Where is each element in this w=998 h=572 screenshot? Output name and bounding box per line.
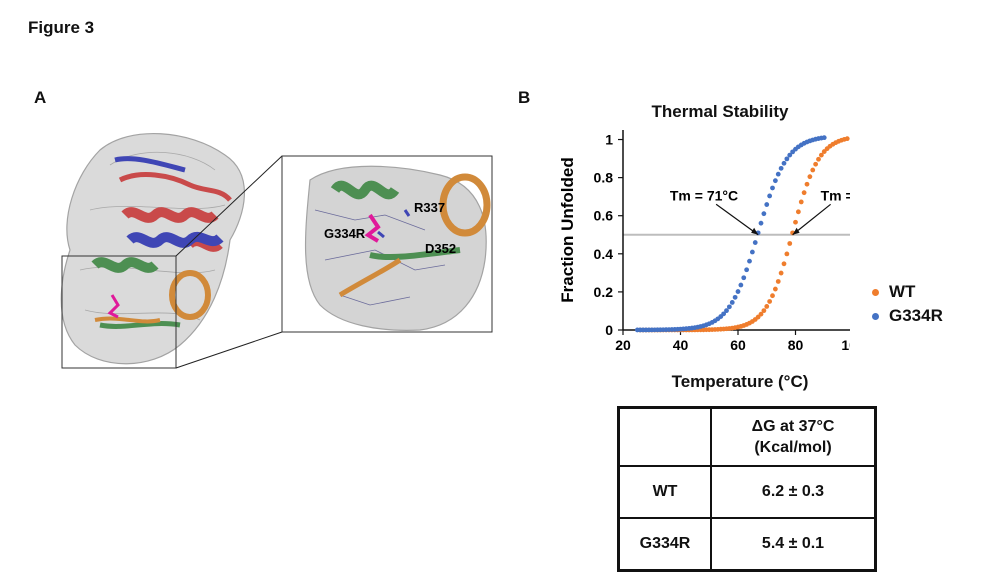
chart-xlabel: Temperature (°C) xyxy=(671,372,809,391)
zoom-line-bottom xyxy=(175,331,283,369)
table-cell: 5.4 ± 0.1 xyxy=(710,517,877,572)
data-point-wt xyxy=(775,279,781,284)
table-header-cell: ΔG at 37°C (Kcal/mol) xyxy=(710,406,877,467)
data-point-g334r xyxy=(732,294,738,300)
data-point-wt xyxy=(767,299,773,304)
data-point-wt xyxy=(795,209,801,215)
data-point-g334r xyxy=(764,202,770,207)
legend-marker-g334r xyxy=(872,312,879,320)
annotation-tm-g334r: Tm = 71°C xyxy=(670,187,738,203)
zoom-line-top xyxy=(175,155,283,257)
x-tick-label: 60 xyxy=(730,337,746,353)
data-point-g334r xyxy=(772,178,778,184)
data-point-wt xyxy=(784,251,790,257)
data-point-g334r xyxy=(770,185,775,191)
y-tick-label: 0.8 xyxy=(594,170,614,186)
data-point-wt xyxy=(798,199,804,205)
table-header-row: ΔG at 37°C (Kcal/mol) xyxy=(617,406,877,467)
table-cell: WT xyxy=(617,465,712,519)
table-row: G334R 5.4 ± 0.1 xyxy=(617,517,877,572)
protein-structure-image: G334R R337 D352 xyxy=(60,133,493,369)
legend-item-wt: WT xyxy=(872,282,915,302)
x-tick-label: 40 xyxy=(673,337,689,353)
panel-label-a: A xyxy=(34,88,47,107)
data-point-g334r xyxy=(724,308,729,314)
data-point-g334r xyxy=(721,311,727,317)
data-point-g334r xyxy=(741,275,747,281)
x-tick-label: 80 xyxy=(788,337,804,353)
table-header-cell xyxy=(617,406,712,467)
legend-label-wt: WT xyxy=(889,282,916,301)
data-point-wt xyxy=(793,219,798,225)
residue-label-g334r: G334R xyxy=(324,226,366,241)
data-point-g334r xyxy=(781,160,787,166)
data-point-g334r xyxy=(767,193,773,199)
full-protein-surface xyxy=(60,133,246,365)
data-point-g334r xyxy=(821,135,827,141)
annotation-arrowhead-g334r xyxy=(751,227,759,235)
data-point-wt xyxy=(821,149,827,154)
x-tick-label: 100 xyxy=(841,337,850,353)
data-point-g334r xyxy=(735,289,741,294)
zoom-box xyxy=(61,255,177,369)
data-point-g334r xyxy=(738,282,744,288)
table-cell: G334R xyxy=(617,517,712,572)
zoomed-region: G334R R337 D352 xyxy=(281,155,493,333)
annotation-tm-wt: Tm = 77°C xyxy=(821,187,850,203)
data-point-wt xyxy=(770,293,775,299)
data-point-wt xyxy=(772,286,778,292)
data-point-wt xyxy=(778,270,784,276)
data-point-g334r xyxy=(778,165,784,171)
data-point-wt xyxy=(801,190,807,196)
delta-g-table: ΔG at 37°C (Kcal/mol) WT 6.2 ± 0.3 G334R… xyxy=(617,406,877,572)
thermal-stability-chart: 20 40 60 80 100 0 0.2 0.4 0.6 0.8 1 Fraction Unfold… xyxy=(558,130,850,353)
residue-label-d352: D352 xyxy=(425,241,456,256)
annotation-arrow-wt xyxy=(792,203,832,236)
data-point-wt xyxy=(764,304,770,309)
figure-title: Figure 3 xyxy=(28,18,95,37)
y-tick-label: 0.2 xyxy=(594,284,614,300)
data-point-g334r xyxy=(729,300,735,305)
data-point-wt xyxy=(816,156,821,162)
panel-label-b: B xyxy=(518,88,531,107)
residue-label-r337: R337 xyxy=(414,200,445,215)
data-point-g334r xyxy=(752,240,758,245)
y-tick-label: 0.6 xyxy=(594,208,614,224)
annotation-arrow-g334r xyxy=(715,203,759,236)
table-cell: 6.2 ± 0.3 xyxy=(710,465,877,519)
table-row: WT 6.2 ± 0.3 xyxy=(617,465,877,519)
data-point-wt xyxy=(807,174,813,180)
data-point-wt xyxy=(818,152,824,158)
y-tick-label: 1 xyxy=(605,132,613,148)
data-point-wt xyxy=(844,136,850,142)
data-point-g334r xyxy=(761,211,767,217)
data-point-g334r xyxy=(758,220,764,226)
annotation-arrowhead-wt xyxy=(792,227,800,235)
data-point-wt xyxy=(755,314,761,320)
data-point-wt xyxy=(813,161,819,167)
data-point-g334r xyxy=(784,156,790,162)
legend-item-g334r: G334R xyxy=(872,306,943,326)
y-tick-label: 0.4 xyxy=(594,246,614,262)
chart-title: Thermal Stability xyxy=(651,102,789,121)
data-point-g334r xyxy=(744,267,750,273)
data-point-wt xyxy=(787,241,793,246)
data-point-g334r xyxy=(726,304,732,310)
data-point-g334r xyxy=(749,249,755,255)
legend-marker-wt xyxy=(872,288,879,296)
data-point-wt xyxy=(781,261,787,267)
data-point-g334r xyxy=(787,152,793,158)
chart-ylabel: Fraction Unfolded xyxy=(558,157,577,302)
data-point-wt xyxy=(758,311,764,317)
y-tick-label: 0 xyxy=(605,322,613,338)
data-point-g334r xyxy=(747,258,752,264)
data-point-wt xyxy=(804,181,810,187)
data-point-g334r xyxy=(775,171,781,177)
data-point-wt xyxy=(761,308,767,314)
x-tick-label: 20 xyxy=(615,337,631,353)
legend-label-g334r: G334R xyxy=(889,306,943,325)
data-point-wt xyxy=(810,167,816,173)
